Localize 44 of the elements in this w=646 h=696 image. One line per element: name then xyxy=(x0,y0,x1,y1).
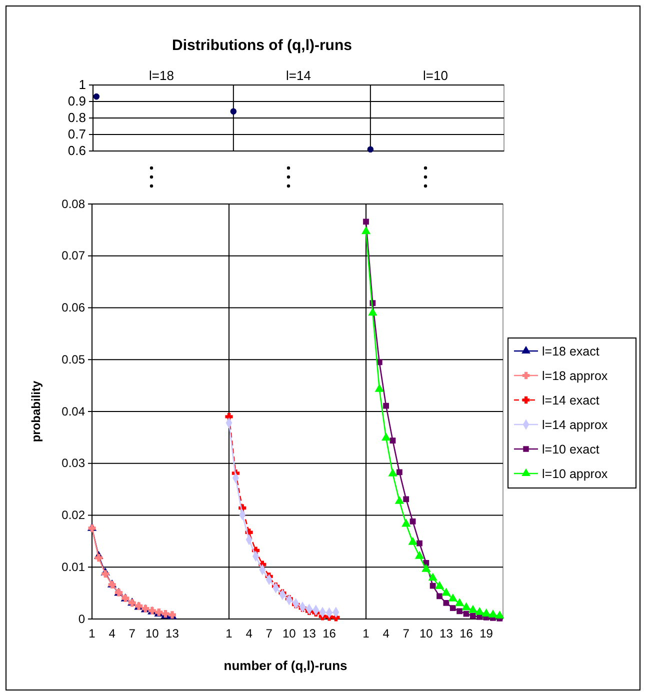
x-tick-label: 16 xyxy=(460,626,474,641)
legend-label: l=10 exact xyxy=(542,442,600,456)
y-tick-label: 1 xyxy=(78,77,86,92)
legend-label: l=10 approx xyxy=(542,467,608,481)
x-tick-label: 4 xyxy=(108,626,116,641)
x-axis-title: number of (q,l)-runs xyxy=(224,658,348,673)
y-tick-label: 0.03 xyxy=(62,456,86,470)
x-tick-label: 10 xyxy=(145,626,160,641)
y-tick-label: 0.8 xyxy=(68,110,86,126)
y-tick-label: 0.6 xyxy=(68,143,86,158)
x-tick-label: 19 xyxy=(480,626,494,641)
x-tick-label: 7 xyxy=(402,626,410,641)
y-tick-label: 0.08 xyxy=(62,196,86,211)
x-tick-label: 10 xyxy=(282,626,296,641)
y-tick-label: 0.9 xyxy=(68,94,86,109)
legend-label: l=14 approx xyxy=(542,418,608,432)
chart-title: Distributions of (q,l)-runs xyxy=(172,37,352,54)
y-axis-title: probability xyxy=(29,380,43,442)
y-tick-label: 0.06 xyxy=(62,300,86,315)
legend-label: l=14 exact xyxy=(542,394,600,408)
x-tick-label: 1 xyxy=(226,626,233,641)
y-tick-label: 0 xyxy=(78,612,86,626)
x-tick-label: 1 xyxy=(88,626,96,641)
text: l=18 xyxy=(149,68,174,83)
x-tick-label: 7 xyxy=(266,626,273,641)
x-tick-label: 16 xyxy=(322,626,336,641)
x-tick-label: 4 xyxy=(382,626,390,641)
text: l=10 xyxy=(423,68,448,83)
x-tick-label: 13 xyxy=(302,626,316,641)
text: l=14 xyxy=(286,68,311,83)
x-tick-label: 13 xyxy=(440,626,454,641)
y-tick-label: 0.05 xyxy=(62,352,86,366)
y-tick-label: 0.01 xyxy=(62,560,86,574)
y-tick-label: 0.02 xyxy=(62,508,86,522)
legend-label: l=18 approx xyxy=(542,369,608,383)
x-tick-label: 4 xyxy=(246,626,253,641)
y-tick-label: 0.07 xyxy=(62,248,86,263)
x-tick-label: 10 xyxy=(419,626,434,641)
y-tick-label: 0.04 xyxy=(62,404,86,418)
legend-label: l=18 exact xyxy=(542,344,600,358)
y-tick-label: 0.7 xyxy=(68,126,86,142)
x-tick-label: 13 xyxy=(166,626,180,641)
x-tick-label: 1 xyxy=(362,626,370,641)
x-tick-label: 7 xyxy=(128,626,136,641)
